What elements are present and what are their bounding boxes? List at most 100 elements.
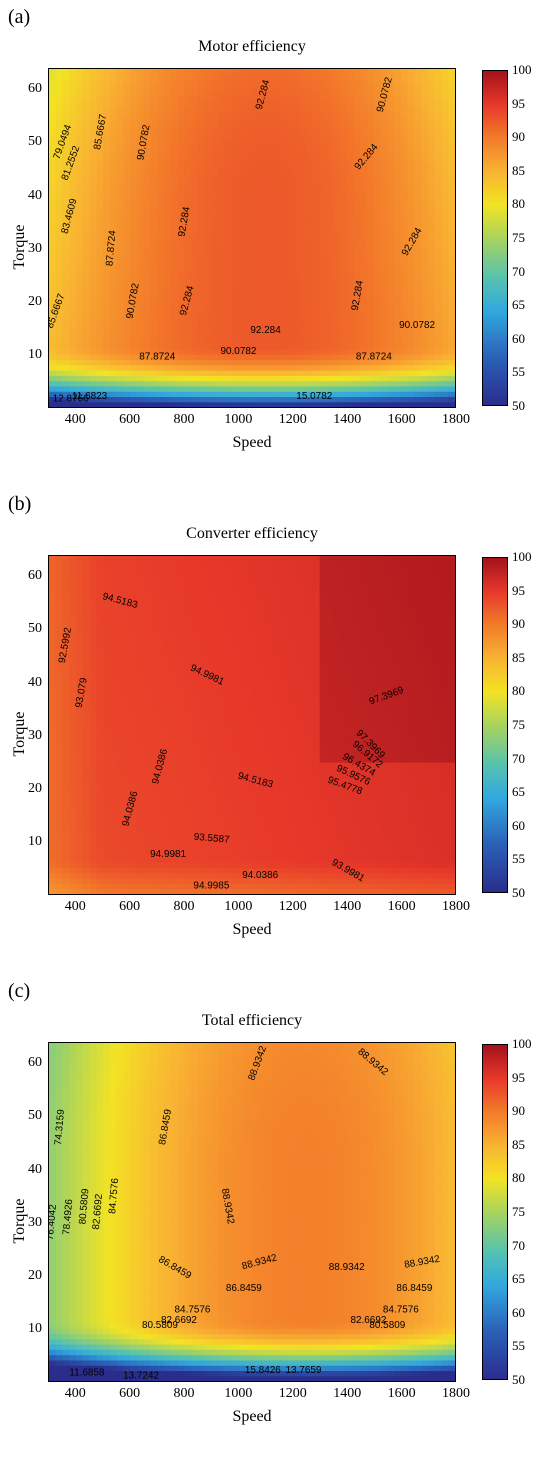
contour-fill-cell: [157, 243, 165, 250]
contour-fill-cell: [421, 195, 429, 202]
contour-fill-cell: [82, 846, 91, 853]
contour-fill-cell: [116, 735, 125, 742]
contour-fill-cell: [292, 153, 300, 160]
contour-fill-cell: [123, 364, 131, 371]
contour-fill-cell: [109, 857, 118, 863]
contour-fill-cell: [265, 195, 273, 202]
contour-fill-cell: [130, 174, 138, 181]
contour-fill-cell: [184, 132, 192, 139]
contour-fill-cell: [218, 264, 226, 271]
contour-fill-cell: [96, 90, 104, 97]
contour-fill-cell: [136, 582, 145, 589]
contour-fill-cell: [265, 364, 273, 371]
contour-fill-cell: [76, 169, 84, 176]
contour-fill-cell: [285, 269, 294, 276]
contour-fill-cell: [414, 142, 422, 149]
contour-fill-cell: [407, 327, 415, 334]
contour-fill-cell: [387, 121, 395, 128]
contour-fill-cell: [448, 327, 455, 334]
contour-fill-cell: [299, 385, 307, 392]
contour-fill-cell: [150, 84, 158, 91]
contour-fill-cell: [258, 280, 267, 287]
contour-fill-cell: [434, 174, 443, 181]
contour-fill-cell: [211, 164, 219, 170]
contour-fill-cell: [96, 359, 104, 366]
contour-fill-cell: [218, 79, 226, 86]
contour-fill-cell: [319, 95, 328, 102]
contour-fill-cell: [130, 206, 138, 213]
contour-fill-cell: [157, 100, 165, 107]
contour-fill-cell: [82, 211, 91, 218]
contour-fill-cell: [238, 238, 246, 244]
contour-fill-cell: [157, 756, 165, 763]
contour-fill-cell: [312, 121, 321, 128]
contour-fill-cell: [285, 311, 294, 318]
contour-fill-cell: [367, 222, 375, 229]
contour-fill-cell: [123, 90, 131, 97]
contour-fill-cell: [136, 788, 145, 795]
contour-fill-cell: [434, 375, 443, 382]
contour-fill-cell: [346, 380, 355, 387]
contour-fill-cell: [319, 79, 328, 86]
contour-fill-cell: [130, 656, 138, 663]
contour-fill-cell: [333, 222, 341, 229]
contour-fill-cell: [191, 164, 199, 170]
contour-fill-cell: [89, 359, 97, 366]
contour-fill-cell: [109, 651, 118, 657]
contour-fill-cell: [394, 274, 402, 281]
contour-fill-cell: [197, 158, 206, 165]
contour-fill-cell: [211, 222, 219, 229]
contour-fill-cell: [346, 227, 355, 234]
contour-fill-cell: [109, 100, 118, 107]
contour-fill-cell: [143, 343, 152, 350]
contour-fill-cell: [69, 333, 77, 339]
contour-fill-cell: [116, 629, 125, 636]
contour-fill-cell: [414, 370, 422, 376]
contour-fill-cell: [394, 338, 402, 345]
contour-fill-cell: [333, 232, 341, 239]
contour-fill-cell: [387, 174, 395, 181]
contour-fill-cell: [109, 142, 118, 149]
contour-fill-cell: [184, 232, 192, 239]
contour-fill-cell: [252, 179, 260, 186]
contour-fill-cell: [130, 121, 138, 128]
contour-fill-cell: [157, 253, 165, 260]
contour-fill-cell: [448, 84, 455, 91]
contour-fill-cell: [292, 95, 300, 102]
contour-fill-cell: [116, 851, 125, 858]
contour-fill-cell: [387, 317, 395, 324]
contour-fill-cell: [279, 84, 287, 91]
contour-fill-cell: [130, 317, 138, 324]
contour-fill-cell: [252, 195, 260, 202]
contour-fill-cell: [123, 571, 131, 578]
contour-fill-cell: [96, 322, 104, 329]
contour-fill-cell: [82, 640, 91, 647]
contour-fill-cell: [319, 253, 328, 260]
contour-fill-cell: [89, 158, 97, 165]
contour-fill-cell: [96, 709, 104, 716]
contour-fill-cell: [89, 174, 97, 181]
contour-fill-cell: [157, 835, 165, 842]
contour-fill-cell: [380, 327, 388, 334]
contour-fill-cell: [116, 343, 125, 350]
contour-fill-cell: [292, 227, 300, 234]
contour-fill-cell: [62, 359, 70, 366]
contour-fill-cell: [82, 285, 91, 292]
contour-fill-cell: [69, 338, 77, 345]
contour-fill-cell: [96, 216, 104, 223]
contour-fill-cell: [421, 74, 429, 81]
contour-fill-cell: [333, 375, 341, 382]
contour-fill-cell: [164, 232, 172, 239]
contour-fill-cell: [89, 317, 97, 324]
contour-fill-cell: [353, 164, 361, 170]
contour-fill-cell: [211, 100, 219, 107]
contour-fill-cell: [326, 179, 334, 186]
contour-fill-cell: [55, 661, 64, 668]
contour-fill-cell: [116, 682, 125, 689]
contour-fill-cell: [76, 614, 84, 620]
contour-fill-cell: [312, 84, 321, 91]
contour-fill-cell: [150, 105, 158, 112]
contour-fill-cell: [197, 354, 206, 361]
contour-fill-cell: [49, 259, 57, 266]
contour-fill-cell: [204, 116, 212, 123]
